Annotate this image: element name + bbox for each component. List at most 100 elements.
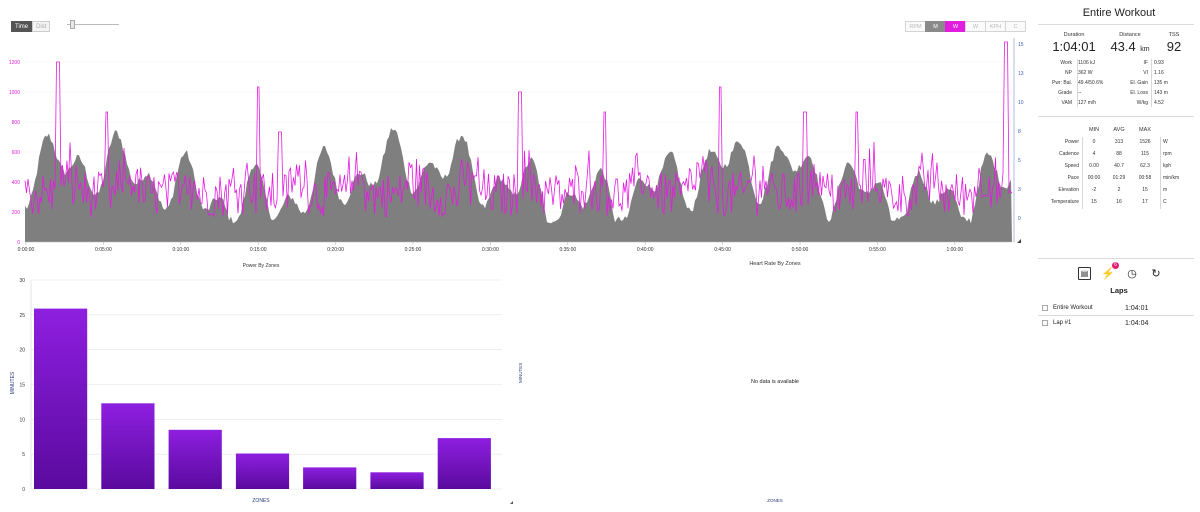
lap-checkbox[interactable] [1042, 320, 1048, 326]
cell-min: 0 [1092, 139, 1096, 145]
workout-timeline-chart[interactable]: 0 200 400 600 800 1000 1200 0 3 5 8 10 13 15 0:00:00 0:… [0, 36, 1030, 258]
x-tick-label: 0:00:00 [18, 247, 35, 253]
cell-unit: rpm [1163, 151, 1172, 157]
cell-unit: m [1163, 187, 1168, 193]
zone-bar-1[interactable] [34, 308, 88, 489]
cell-max: 00:58 [1138, 175, 1152, 181]
dist-toggle-button[interactable]: Dist [32, 21, 51, 32]
zone-bar-4[interactable] [235, 453, 290, 490]
metric-button-m[interactable]: M [925, 21, 946, 32]
hr-chart-title: Heart Rate By Zones [749, 261, 801, 267]
metric-button-c[interactable]: C [1005, 21, 1026, 32]
metric-toggle-group: RPM M W W KPH C [905, 21, 1026, 32]
stat-label: El. Loss [1130, 90, 1148, 96]
stat-value: 135 m [1154, 80, 1168, 86]
power-zones-icon[interactable]: ⚡ 6 [1101, 262, 1119, 280]
y-tick-label: 30 [19, 278, 25, 284]
table-row: Speed 0.00 40.7 62.3 kph [1040, 160, 1184, 172]
list-view-icon[interactable]: ▤ [1078, 266, 1091, 280]
table-row: Pace 00:00 01:29 00:58 min/km [1040, 172, 1184, 184]
distance-stat: Distance 43.4 km [1104, 32, 1156, 56]
divider [1038, 258, 1194, 259]
metric-button-power[interactable]: W [945, 21, 966, 32]
duration-stat: Duration 1:04:01 [1052, 32, 1096, 56]
x-tick-label: 0:25:00 [405, 247, 422, 253]
stat-value: 362 W [1078, 70, 1093, 76]
y-tick-label: 10 [19, 417, 25, 423]
x-tick-label: 0:10:00 [172, 247, 189, 253]
x-tick-label: 0:55:00 [869, 247, 886, 253]
cell-min: -2 [1091, 187, 1097, 193]
zone-bar-2[interactable] [101, 403, 155, 489]
y-tick-label: 5 [22, 452, 25, 458]
lap-row[interactable]: Entire Workout 1:04:01 [1042, 302, 1194, 314]
y-tick-label: 200 [12, 210, 21, 216]
stats-divider [1077, 59, 1078, 107]
stat-value: 49.4/50.6% [1078, 80, 1104, 86]
zone-chart-xlabel: ZONES [252, 498, 270, 504]
x-tick-label: 0:40:00 [637, 247, 654, 253]
stat-value: 127 m/h [1078, 100, 1097, 106]
elevation-area [25, 128, 1012, 242]
lap-row[interactable]: Lap #1 1:04:04 [1042, 317, 1194, 329]
distance-unit: km [1140, 46, 1150, 53]
cell-min: 0.00 [1089, 163, 1099, 169]
cell-max: 15 [1142, 187, 1148, 193]
tss-label: TSS [1168, 32, 1180, 38]
duration-value: 1:04:01 [1052, 39, 1096, 54]
stat-label: Work [1060, 60, 1072, 66]
x-tick-label: 0:30:00 [482, 247, 499, 253]
resize-corner-icon[interactable] [510, 501, 513, 504]
cell-max: 1526 [1139, 139, 1151, 145]
metric-button-rpm[interactable]: RPM [905, 21, 926, 32]
refresh-icon[interactable]: ↻ [1151, 267, 1161, 280]
time-toggle-button[interactable]: Time [11, 21, 33, 32]
zone-chart-ylabel: MINUTES [10, 371, 16, 394]
cell-unit: kph [1163, 163, 1172, 169]
clock-icon[interactable]: ◷ [1127, 267, 1137, 280]
y2-tick-label: 13 [1018, 71, 1024, 77]
cell-min: 15 [1091, 199, 1097, 205]
y-tick-label: 400 [12, 180, 21, 186]
zone-bar-5[interactable] [303, 467, 357, 489]
y2-tick-label: 0 [1018, 216, 1021, 222]
row-label: Cadence [1058, 151, 1079, 157]
tss-stat: TSS 92 [1162, 32, 1186, 56]
resize-corner-icon[interactable] [1017, 239, 1021, 243]
x-tick-label: 0:05:00 [95, 247, 112, 253]
zone-bar-3[interactable] [168, 429, 222, 489]
zone-bar-7[interactable] [437, 438, 491, 489]
stat-value: -- [1078, 90, 1082, 96]
lap-time: 1:04:04 [1125, 319, 1149, 327]
row-label: Speed [1064, 163, 1079, 169]
stat-value: 4.52 [1154, 100, 1164, 106]
x-tick-label: 0:15:00 [250, 247, 267, 253]
cell-min: 00:00 [1087, 175, 1101, 181]
cell-avg: 313 [1114, 139, 1124, 145]
y2-tick-label: 10 [1018, 100, 1024, 106]
table-divider [1160, 137, 1161, 209]
cell-avg: 88 [1116, 151, 1122, 157]
empty-state-message: No data is available [750, 379, 799, 385]
x-tick-label: 0:45:00 [714, 247, 731, 253]
heart-rate-by-zones-panel: Heart Rate By Zones MINUTES No data is a… [515, 258, 1035, 512]
y-tick-label: 25 [19, 313, 25, 319]
row-label: Power [1064, 139, 1079, 145]
y-tick-label: 0 [17, 240, 20, 246]
row-label: Temperature [1050, 199, 1079, 205]
y-tick-label: 20 [19, 348, 25, 354]
table-row: Power 0 313 1526 W [1040, 136, 1184, 148]
y-tick-label: 600 [12, 150, 21, 156]
y2-tick-label: 3 [1018, 187, 1021, 193]
metric-button-kph[interactable]: KPH [985, 21, 1006, 32]
lap-checkbox[interactable] [1042, 305, 1048, 311]
stat-label: VAM [1061, 100, 1072, 106]
y-tick-label: 1200 [9, 60, 20, 66]
x-tick-label: 1:00:00 [946, 247, 963, 253]
zoom-slider-track[interactable] [67, 24, 119, 25]
zone-bar-6[interactable] [370, 472, 424, 489]
lap-time: 1:04:01 [1125, 304, 1149, 312]
metric-button-w[interactable]: W [965, 21, 986, 32]
zoom-slider-handle[interactable] [70, 20, 75, 29]
cell-unit: C [1163, 199, 1167, 205]
